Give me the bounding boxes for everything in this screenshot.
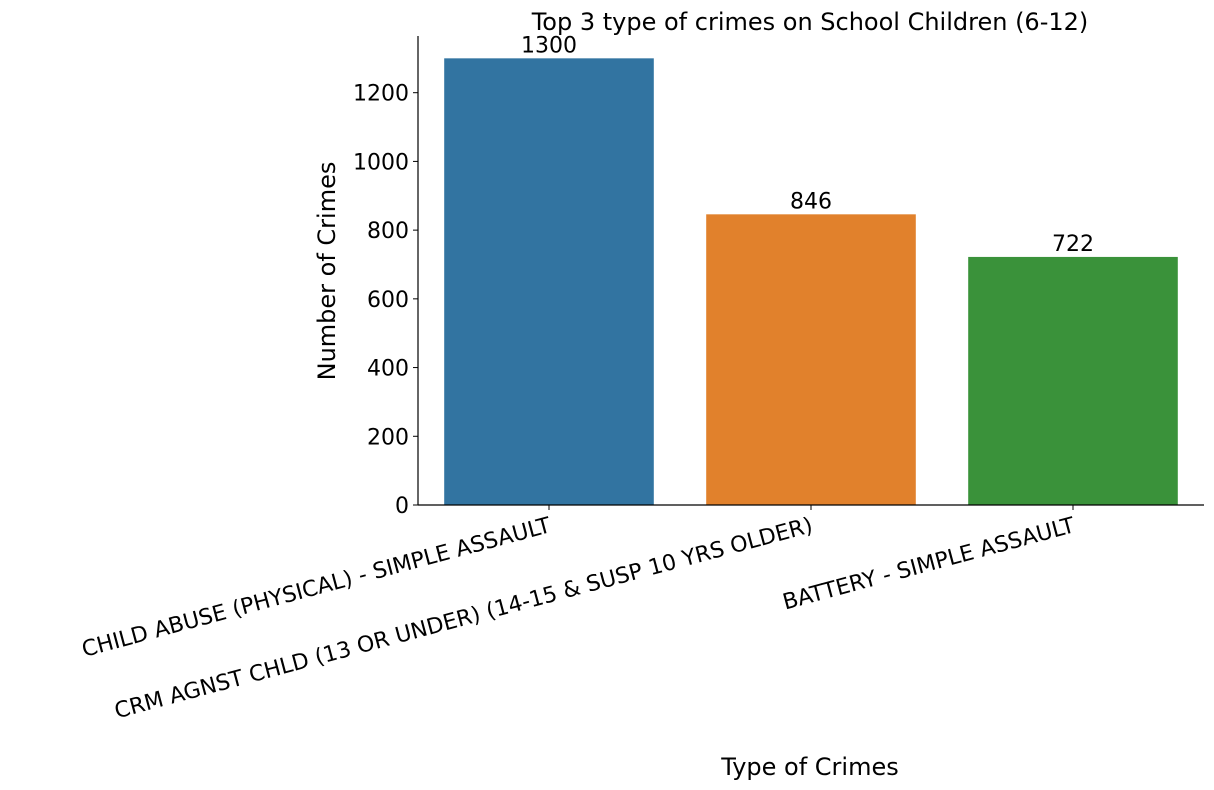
y-tick-label: 1000 xyxy=(353,150,409,175)
y-tick-label: 600 xyxy=(367,288,409,313)
bar-value-label: 846 xyxy=(790,189,832,214)
y-tick-label: 800 xyxy=(367,219,409,244)
bar xyxy=(706,214,916,506)
chart-title: Top 3 type of crimes on School Children … xyxy=(531,8,1089,36)
bar xyxy=(968,256,1178,505)
y-tick-label: 200 xyxy=(367,425,409,450)
y-tick-label: 0 xyxy=(395,494,409,519)
y-tick-label: 1200 xyxy=(353,82,409,107)
y-axis-ticks: 0 200 400 600 800 1000 1200 xyxy=(353,82,418,519)
x-tick-label: CHILD ABUSE (PHYSICAL) - SIMPLE ASSAULT xyxy=(79,513,554,663)
bar-value-label: 722 xyxy=(1052,232,1094,257)
bars-group xyxy=(444,58,1178,506)
x-tick-label: BATTERY - SIMPLE ASSAULT xyxy=(780,513,1078,615)
y-tick-label: 400 xyxy=(367,357,409,382)
x-axis-label: Type of Crimes xyxy=(720,753,898,781)
x-axis-ticks: CHILD ABUSE (PHYSICAL) - SIMPLE ASSAULTC… xyxy=(79,505,1078,724)
y-axis-label: Number of Crimes xyxy=(313,162,341,381)
bar-value-labels: 1300 846 722 xyxy=(521,33,1094,257)
bar-value-label: 1300 xyxy=(521,33,577,58)
bar xyxy=(444,58,654,505)
